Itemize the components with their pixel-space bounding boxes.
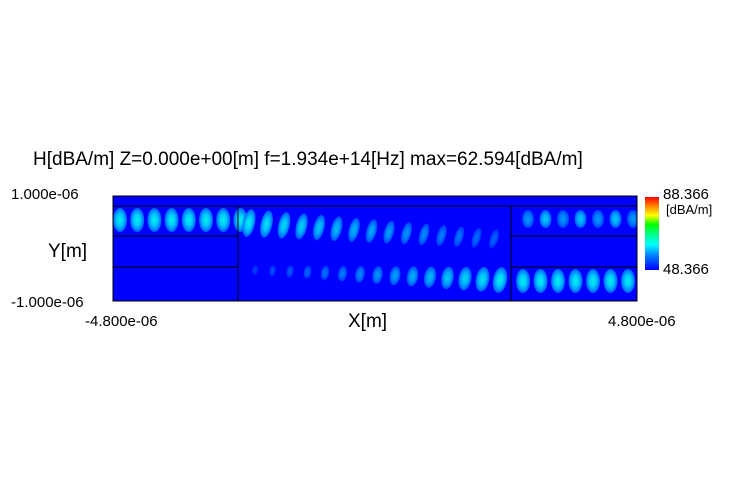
field-maximum bbox=[251, 265, 259, 275]
y-tick-top: 1.000e-06 bbox=[11, 186, 79, 203]
field-maximum bbox=[355, 265, 365, 283]
x-tick-right: 4.800e-06 bbox=[608, 313, 676, 330]
field-maximum bbox=[574, 210, 587, 228]
field-maximum bbox=[621, 269, 635, 293]
x-tick-left: -4.800e-06 bbox=[85, 313, 158, 330]
field-maximum bbox=[295, 213, 308, 240]
field-maximum bbox=[609, 210, 622, 228]
field-maxima bbox=[113, 208, 637, 293]
field-maximum bbox=[441, 266, 454, 290]
field-maximum bbox=[330, 216, 343, 241]
field-maximum bbox=[216, 208, 231, 232]
field-maximum bbox=[383, 220, 395, 244]
colorbar-min-label: 48.366 bbox=[663, 261, 709, 278]
field-maximum bbox=[303, 265, 312, 279]
field-maximum bbox=[627, 210, 637, 228]
field-maximum bbox=[181, 208, 196, 232]
field-maximum bbox=[260, 210, 273, 238]
field-maximum bbox=[286, 265, 294, 278]
field-maximum bbox=[436, 225, 447, 247]
field-maximum bbox=[522, 210, 534, 228]
field-maximum bbox=[277, 212, 291, 239]
field-maximum bbox=[418, 223, 430, 246]
field-maximum bbox=[539, 210, 552, 228]
field-maximum bbox=[147, 208, 162, 232]
colorbar-max-label: 88.366 bbox=[663, 186, 709, 203]
field-maximum bbox=[471, 227, 482, 248]
field-maximum bbox=[348, 217, 360, 242]
field-maximum bbox=[453, 226, 465, 247]
field-maximum bbox=[603, 269, 618, 293]
field-maximum bbox=[312, 215, 326, 241]
field-maximum bbox=[568, 269, 583, 293]
field-maximum bbox=[475, 266, 490, 292]
y-tick-bottom: -1.000e-06 bbox=[11, 294, 84, 311]
field-maximum bbox=[458, 266, 472, 291]
chart-title: H[dBA/m] Z=0.000e+00[m] f=1.934e+14[Hz] … bbox=[33, 149, 583, 170]
field-maximum bbox=[113, 208, 127, 232]
field-maximum bbox=[557, 210, 569, 228]
x-axis-label: X[m] bbox=[348, 311, 388, 332]
field-maximum bbox=[400, 222, 413, 245]
field-maximum bbox=[551, 269, 565, 293]
field-maximum bbox=[389, 266, 401, 286]
plot-frame bbox=[112, 195, 638, 302]
colorbar bbox=[645, 197, 659, 270]
y-axis-label: Y[m] bbox=[48, 241, 88, 262]
field-maximum bbox=[586, 269, 600, 293]
field-maximum bbox=[372, 266, 383, 284]
field-maximum bbox=[242, 209, 256, 237]
field-maximum bbox=[423, 266, 437, 288]
field-maximum bbox=[489, 229, 499, 249]
field-maximum bbox=[320, 265, 330, 281]
field-maximum bbox=[533, 269, 548, 293]
field-maximum bbox=[406, 266, 419, 287]
colorbar-unit: [dBA/m] bbox=[666, 202, 713, 217]
field-maximum bbox=[365, 219, 378, 243]
field-maximum bbox=[592, 210, 604, 228]
field-maximum bbox=[492, 267, 508, 293]
field-maximum bbox=[337, 265, 348, 282]
field-maximum bbox=[130, 208, 145, 232]
waveguide-outlines bbox=[113, 205, 637, 301]
field-maximum bbox=[516, 269, 530, 293]
field-maximum bbox=[164, 208, 179, 232]
field-maximum bbox=[269, 265, 276, 277]
field-maximum bbox=[199, 208, 213, 232]
